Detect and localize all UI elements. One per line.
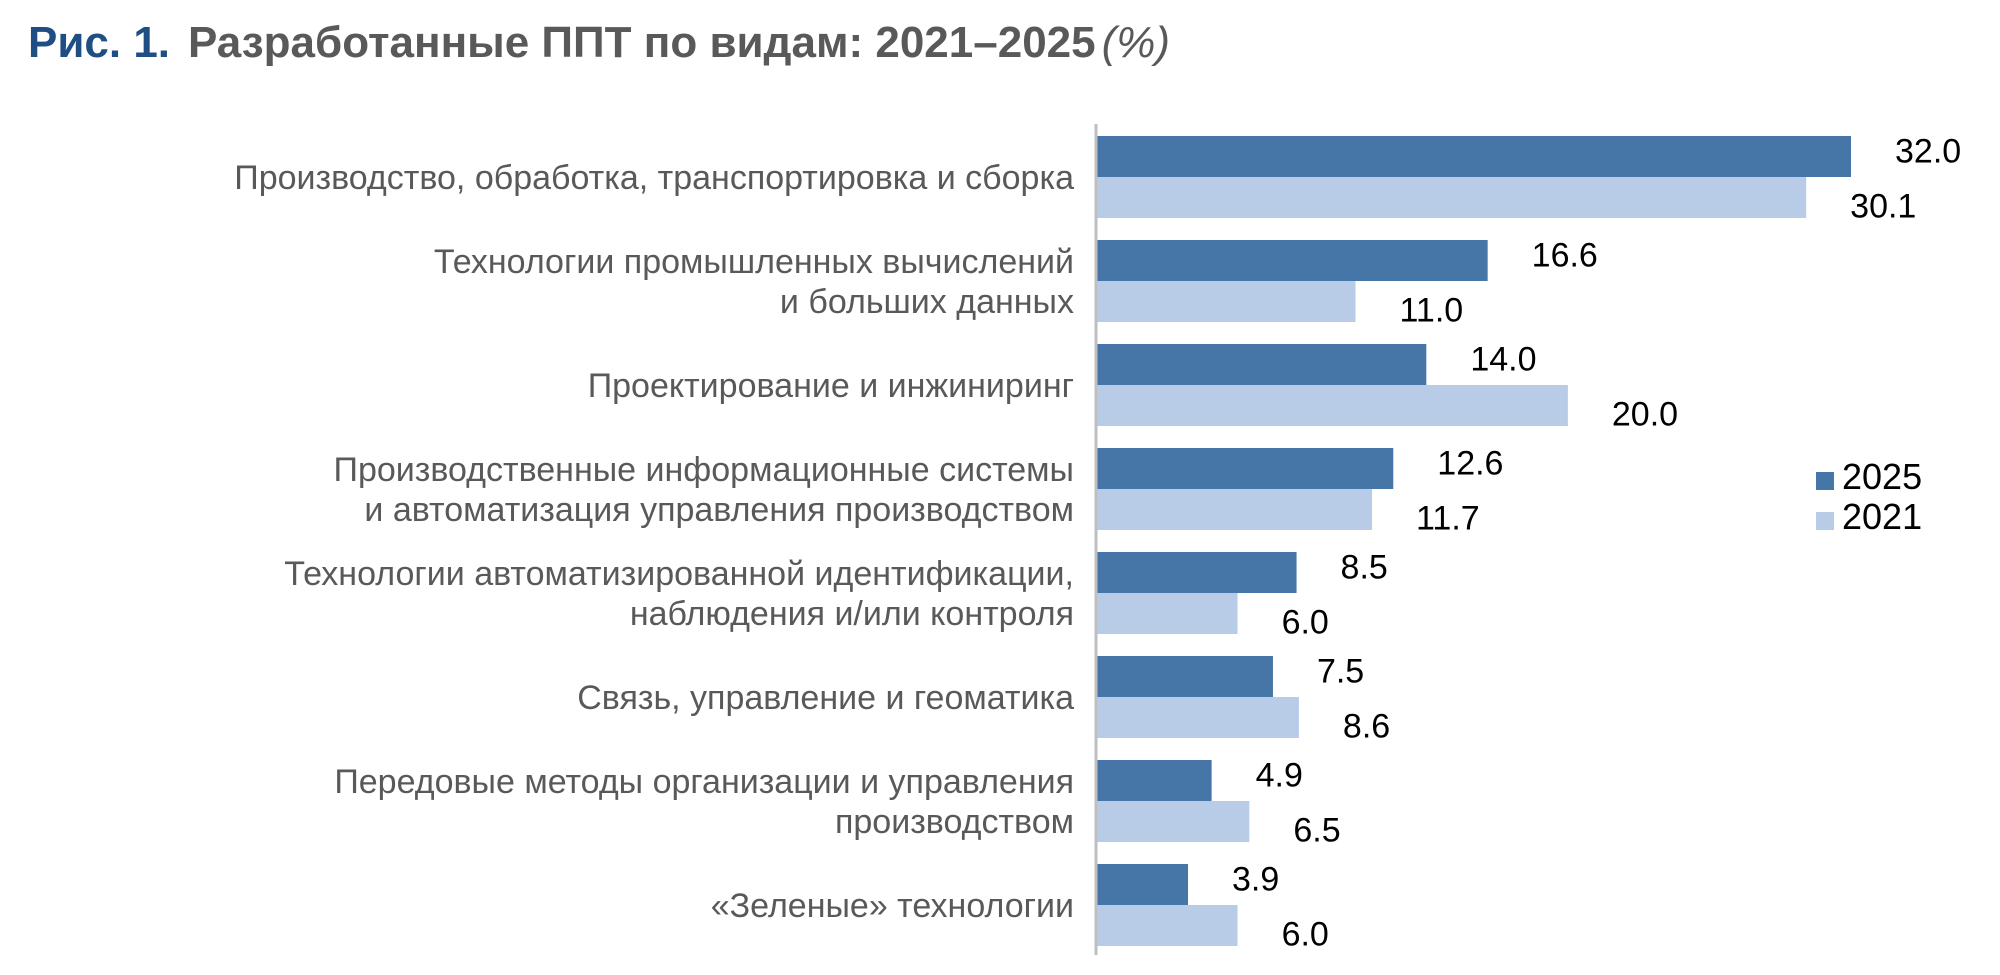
bar-2021 (1096, 385, 1568, 426)
bar-2021 (1096, 593, 1238, 634)
category-label: Производство, обработка, транспортировка… (234, 159, 1074, 197)
data-label-2021: 30.1 (1850, 188, 1916, 226)
category-label-line: Производство, обработка, транспортировка… (234, 159, 1074, 197)
category-label-line: наблюдения и/или контроля (630, 595, 1074, 633)
data-label-2021: 11.7 (1416, 500, 1480, 538)
category-label-line: Технологии автоматизированной идентифика… (284, 555, 1074, 593)
legend-label-2025: 2025 (1842, 456, 1922, 497)
bar-2025 (1096, 760, 1212, 801)
bar-2025 (1096, 552, 1297, 593)
bar-2025 (1096, 656, 1273, 697)
figure-unit: (%) (1101, 18, 1171, 67)
category-label-line: «Зеленые» технологии (711, 887, 1074, 925)
data-label-2025: 14.0 (1470, 341, 1536, 379)
category-label: Технологии промышленных вычислений и боль… (434, 243, 1074, 321)
bar-2021 (1096, 489, 1373, 530)
data-label-2025: 32.0 (1895, 133, 1961, 171)
data-label-2021: 11.0 (1400, 292, 1464, 330)
legend-label-2021: 2021 (1842, 496, 1922, 537)
category-label-line: Производственные информационные системы (334, 451, 1075, 489)
category-label-line: Проектирование и инжиниринг (588, 367, 1074, 405)
data-label-2021: 6.5 (1293, 812, 1340, 850)
category-label: Технологии автоматизированной идентифика… (284, 555, 1074, 633)
data-label-2021: 6.0 (1282, 604, 1329, 642)
category-label-line: производством (835, 803, 1074, 841)
category-label: Производственные информационные системы и… (334, 451, 1075, 529)
figure-title: Рис. 1. Разработанные ППТ по видам: 2021–… (28, 18, 1170, 68)
bar-2025 (1096, 344, 1427, 385)
bar-2021 (1096, 697, 1299, 738)
legend-swatch-2021 (1816, 512, 1834, 530)
bar-2025 (1096, 240, 1488, 281)
bar-2021 (1096, 905, 1238, 946)
bar-2021 (1096, 177, 1807, 218)
category-label: Проектирование и инжиниринг (588, 367, 1074, 405)
category-label-line: Технологии промышленных вычислений (434, 243, 1074, 281)
data-label-2025: 8.5 (1341, 549, 1388, 587)
figure-main-title: Разработанные ППТ по видам: 2021–2025 (188, 18, 1096, 67)
bar-2021 (1096, 281, 1356, 322)
data-label-2025: 12.6 (1437, 445, 1503, 483)
data-label-2025: 4.9 (1256, 757, 1303, 795)
data-label-2025: 7.5 (1317, 653, 1364, 691)
data-label-2025: 3.9 (1232, 861, 1279, 899)
bar-2025 (1096, 136, 1851, 177)
category-label-line: и больших данных (780, 283, 1074, 321)
bar-2021 (1096, 801, 1250, 842)
category-label: Связь, управление и геоматика (577, 679, 1074, 717)
category-label: «Зеленые» технологии (711, 887, 1074, 925)
data-label-2021: 6.0 (1282, 916, 1329, 954)
category-label: Передовые методы организации и управлени… (334, 763, 1074, 841)
bar-2025 (1096, 864, 1189, 905)
legend-swatch-2025 (1816, 472, 1834, 490)
figure-label: Рис. 1. (28, 18, 171, 67)
category-label-line: Связь, управление и геоматика (577, 679, 1074, 717)
data-label-2025: 16.6 (1532, 237, 1598, 275)
category-label-line: и автоматизация управления производством (364, 491, 1074, 529)
category-label-line: Передовые методы организации и управлени… (334, 763, 1074, 801)
data-label-2021: 20.0 (1612, 396, 1678, 434)
data-label-2021: 8.6 (1343, 708, 1390, 746)
bar-2025 (1096, 448, 1394, 489)
